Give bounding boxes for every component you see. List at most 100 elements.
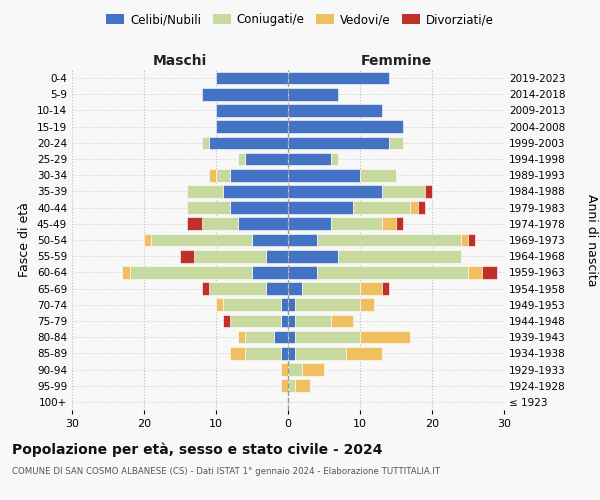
Bar [288,266,317,278]
Bar [281,380,288,392]
Bar [281,314,288,328]
Bar [238,152,245,166]
Bar [266,282,288,295]
Bar [216,169,230,181]
Bar [252,234,288,246]
Bar [360,331,410,344]
Bar [216,298,223,311]
Bar [288,331,295,344]
Bar [202,88,288,101]
Bar [216,72,288,85]
Y-axis label: Anni di nascita: Anni di nascita [585,194,598,286]
Bar [288,250,338,262]
Bar [281,298,288,311]
Bar [288,136,389,149]
Bar [295,331,360,344]
Bar [295,314,331,328]
Bar [382,282,389,295]
Bar [223,185,288,198]
Bar [295,347,346,360]
Bar [288,298,295,311]
Bar [202,136,209,149]
Bar [288,218,331,230]
Bar [230,314,281,328]
Bar [331,314,353,328]
Bar [187,202,230,214]
Bar [238,331,245,344]
Bar [353,202,410,214]
Bar [288,363,302,376]
Bar [389,136,403,149]
Bar [288,104,382,117]
Bar [288,380,295,392]
Bar [288,88,338,101]
Bar [252,266,288,278]
Bar [209,169,216,181]
Text: Maschi: Maschi [153,54,207,68]
Bar [144,234,151,246]
Bar [245,331,274,344]
Bar [209,136,288,149]
Bar [130,266,252,278]
Bar [461,234,468,246]
Bar [288,185,382,198]
Bar [482,266,497,278]
Bar [187,185,223,198]
Bar [317,234,461,246]
Bar [245,347,281,360]
Bar [382,185,425,198]
Text: Femmine: Femmine [361,54,431,68]
Bar [194,250,266,262]
Bar [317,266,468,278]
Bar [209,282,266,295]
Bar [288,282,302,295]
Bar [425,185,432,198]
Bar [302,363,324,376]
Bar [302,282,360,295]
Bar [418,202,425,214]
Bar [288,120,403,133]
Bar [122,266,130,278]
Y-axis label: Fasce di età: Fasce di età [19,202,31,278]
Bar [202,218,238,230]
Bar [468,266,482,278]
Bar [468,234,475,246]
Bar [382,218,396,230]
Bar [288,72,389,85]
Bar [187,218,202,230]
Bar [202,282,209,295]
Bar [238,218,288,230]
Bar [266,250,288,262]
Bar [281,363,288,376]
Bar [346,347,382,360]
Bar [281,347,288,360]
Text: COMUNE DI SAN COSMO ALBANESE (CS) - Dati ISTAT 1° gennaio 2024 - Elaborazione TU: COMUNE DI SAN COSMO ALBANESE (CS) - Dati… [12,468,440,476]
Bar [230,202,288,214]
Bar [295,380,310,392]
Bar [360,169,396,181]
Legend: Celibi/Nubili, Coniugati/e, Vedovi/e, Divorziati/e: Celibi/Nubili, Coniugati/e, Vedovi/e, Di… [101,8,499,31]
Bar [410,202,418,214]
Bar [331,218,382,230]
Bar [230,169,288,181]
Bar [230,347,245,360]
Bar [223,314,230,328]
Bar [216,120,288,133]
Bar [180,250,194,262]
Bar [288,152,331,166]
Bar [288,314,295,328]
Bar [288,202,353,214]
Bar [223,298,281,311]
Bar [360,298,374,311]
Text: Popolazione per età, sesso e stato civile - 2024: Popolazione per età, sesso e stato civil… [12,442,383,457]
Bar [288,234,317,246]
Bar [331,152,338,166]
Bar [288,169,360,181]
Bar [151,234,252,246]
Bar [338,250,461,262]
Bar [216,104,288,117]
Bar [295,298,360,311]
Bar [288,347,295,360]
Bar [274,331,288,344]
Bar [245,152,288,166]
